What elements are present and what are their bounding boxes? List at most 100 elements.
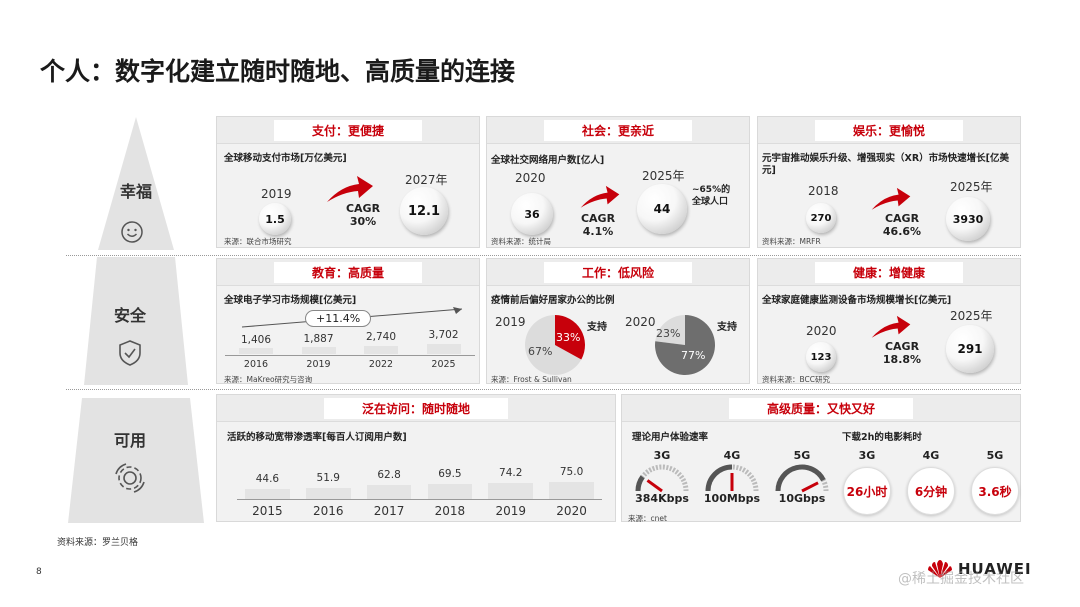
- panel-subtitle: 全球家庭健康监测设备市场规模增长[亿美元]: [762, 295, 952, 306]
- download-time-badge: 6分钟: [907, 467, 955, 515]
- value-bubble: 123: [806, 342, 836, 372]
- speed-gauge: [635, 464, 689, 493]
- row-divider: [66, 255, 1021, 256]
- work-pie-2019: [524, 315, 585, 375]
- cagr-label: CAGR 30%: [345, 202, 381, 228]
- x-axis: [237, 499, 602, 500]
- pyramid-graphic: [68, 117, 204, 523]
- footer-source: 资料来源：罗兰贝格: [57, 538, 139, 548]
- panel-work: 工作：低风险 疫情前后偏好居家办公的比例 2019 33% 67% 支持 202…: [486, 258, 750, 384]
- panel-education: 教育：高质量 全球电子学习市场规模[亿美元] +11.4% 1,406 2016 1…: [216, 258, 480, 384]
- panel-header: 健康：增健康: [814, 261, 963, 283]
- panel-header: 泛在访问：随时随地: [323, 397, 508, 419]
- bar-value: 69.5: [438, 468, 462, 480]
- cagr-label: CAGR 18.8%: [882, 340, 922, 366]
- pyramid-label-happiness: 幸福: [119, 182, 152, 201]
- year-label: 2020: [515, 171, 546, 185]
- bar-value: 62.8: [377, 469, 401, 481]
- pie-support-value: 33%: [556, 331, 581, 344]
- axis-label: 2018: [434, 504, 466, 518]
- work-pie-2020: [655, 315, 716, 375]
- axis-label: 2015: [252, 504, 283, 518]
- speed-title: 理论用户体验速率: [632, 432, 709, 443]
- pie-slice-rest: [524, 315, 582, 375]
- bar: [364, 346, 398, 354]
- speed-gauge: [775, 464, 829, 493]
- generation-label: 3G: [653, 449, 671, 462]
- panel-subtitle: 全球移动支付市场[万亿美元]: [224, 153, 347, 164]
- speed-value: 384Kbps: [635, 492, 689, 505]
- generation-label: 5G: [793, 449, 811, 462]
- source-note: 来源：联合市场研究: [224, 237, 292, 246]
- year-label: 2025年: [950, 309, 993, 323]
- pyramid-label-usable: 可用: [113, 431, 146, 450]
- download-time-badge: 26小时: [843, 467, 891, 515]
- panel-payment: 支付：更便捷 全球移动支付市场[万亿美元] 2019 1.5 CAGR 30% 2…: [216, 116, 480, 248]
- pie-slice-rest: [655, 315, 685, 345]
- year-label: 2027年: [405, 173, 448, 187]
- bar: [426, 344, 461, 354]
- growth-arrow-icon: [327, 176, 373, 202]
- year-label: 2020: [806, 324, 837, 338]
- shield-check-icon: [119, 340, 141, 366]
- bar-value: 3,702: [428, 329, 459, 341]
- speed-value: 10Gbps: [778, 492, 826, 505]
- growth-badge: +11.4%: [305, 310, 372, 327]
- x-axis: [225, 355, 475, 356]
- panel-quality: 高级质量：又快又好 理论用户体验速率 下载2h的电影耗时 来源：cnet 3G 3…: [621, 394, 1021, 523]
- year-label: 2018: [808, 184, 839, 198]
- value-bubble: 270: [806, 203, 836, 233]
- year-label: 2019: [495, 315, 526, 329]
- pie-support-value: 77%: [681, 349, 706, 362]
- panel-subtitle: 元宇宙推动娱乐升级、增强现实（XR）市场快速增长[亿美元]: [762, 153, 1009, 176]
- value-bubble: 12.1: [400, 187, 448, 235]
- axis-label: 2019: [306, 359, 331, 370]
- panel-entertainment: 娱乐：更愉悦 元宇宙推动娱乐升级、增强现实（XR）市场快速增长[亿美元] 201…: [757, 116, 1021, 248]
- page-number: 8: [36, 567, 42, 577]
- axis-label: 2022: [368, 359, 394, 370]
- axis-label: 2016: [312, 504, 344, 518]
- bar-value: 75.0: [559, 466, 584, 478]
- axis-label: 2020: [556, 504, 587, 518]
- bar: [366, 485, 412, 499]
- bar-value: 51.9: [316, 472, 340, 484]
- page-title: 个人：数字化建立随时随地、高质量的连接: [40, 57, 516, 86]
- bar-value: 1,887: [303, 332, 334, 345]
- year-label: 2020: [625, 315, 656, 329]
- value-bubble: 291: [946, 325, 994, 373]
- huawei-logo-icon: [928, 560, 952, 578]
- value-bubble: 1.5: [259, 203, 291, 235]
- smiley-icon: [121, 221, 143, 243]
- pie-rest-value: 23%: [656, 327, 681, 340]
- download-time-badge: 3.6秒: [971, 467, 1019, 515]
- axis-label: 2025: [431, 359, 456, 370]
- support-label: 支持: [717, 322, 737, 333]
- generation-label: 4G: [723, 449, 741, 462]
- year-label: 2019: [261, 187, 292, 201]
- speed-value: 100Mbps: [703, 492, 761, 505]
- population-note: ~65%的 全球人口: [692, 185, 731, 207]
- panel-header: 工作：低风险: [543, 261, 692, 283]
- bar-value: 44.6: [255, 473, 280, 485]
- panel-health: 健康：增健康 全球家庭健康监测设备市场规模增长[亿美元] 2020 123 CA…: [757, 258, 1021, 384]
- growth-arrow-icon: [580, 185, 620, 208]
- pie-slice-support: [555, 315, 585, 360]
- bar: [239, 348, 273, 354]
- source-note: 资料来源：统计局: [491, 237, 551, 246]
- generation-label: 3G: [858, 449, 876, 462]
- value-bubble: 36: [511, 193, 553, 235]
- value-bubble: 44: [637, 184, 687, 234]
- generation-label: 5G: [986, 449, 1004, 462]
- pyramid-label-safety: 安全: [113, 306, 146, 325]
- support-label: 支持: [587, 322, 607, 333]
- axis-label: 2017: [373, 504, 405, 518]
- panel-subtitle: 全球电子学习市场规模[亿美元]: [224, 295, 357, 306]
- gear-cycle-icon: [115, 463, 145, 493]
- source-note: 来源：Frost & Sullivan: [491, 375, 572, 384]
- growth-arrow-icon: [871, 187, 911, 210]
- year-label: 2025年: [950, 180, 993, 194]
- pie-rest-value: 67%: [528, 345, 553, 358]
- source-note: 资料来源：BCC研究: [762, 375, 830, 384]
- panel-subtitle: 疫情前后偏好居家办公的比例: [491, 295, 615, 306]
- bar-value: 74.2: [499, 467, 523, 479]
